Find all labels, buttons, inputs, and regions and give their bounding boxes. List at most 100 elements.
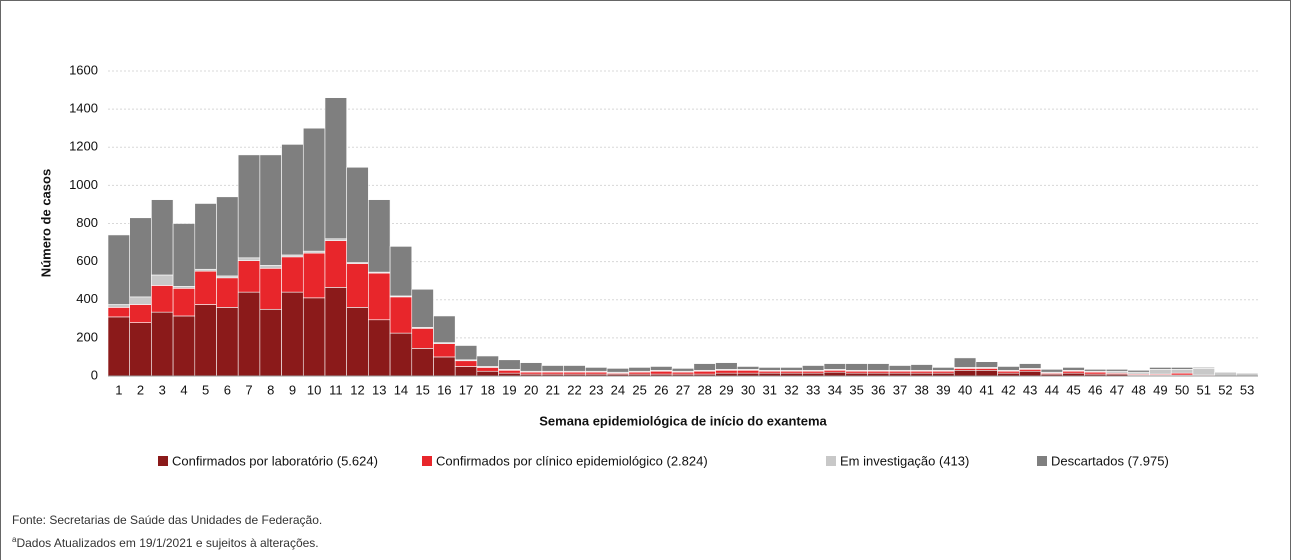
x-tick-label: 6 — [224, 382, 231, 397]
bar-segment — [129, 296, 152, 305]
y-tick-label: 1200 — [69, 139, 98, 154]
bar-segment — [346, 166, 369, 263]
bar-segment — [1105, 369, 1129, 372]
bar-segment — [151, 285, 174, 313]
y-tick-label: 1400 — [69, 101, 98, 116]
x-tick-label: 26 — [654, 382, 668, 397]
bar-segment — [1149, 367, 1172, 370]
x-tick-label: 25 — [632, 382, 646, 397]
bar-segment — [1084, 369, 1107, 372]
legend-label: Em investigação (413) — [840, 453, 969, 468]
y-tick-label: 1000 — [69, 177, 98, 192]
legend-label: Descartados (7.975) — [1051, 453, 1169, 468]
bar-segment — [194, 304, 217, 377]
x-tick-label: 44 — [1045, 382, 1059, 397]
x-tick-label: 16 — [437, 382, 451, 397]
bar-segment — [650, 366, 673, 371]
bar-segment — [997, 366, 1020, 371]
bar-segment — [368, 272, 391, 321]
bar-segment — [411, 288, 434, 328]
bar-segment — [237, 257, 261, 261]
source-note: Fonte: Secretarias de Saúde das Unidades… — [12, 513, 322, 527]
bar-segment — [715, 362, 738, 370]
y-tick-label: 400 — [76, 291, 98, 306]
bar-segment — [975, 361, 998, 368]
bar-segment — [693, 370, 716, 375]
x-tick-label: 36 — [871, 382, 885, 397]
bar-segment — [1019, 363, 1042, 369]
x-tick-label: 2 — [137, 382, 144, 397]
x-tick-label: 40 — [958, 382, 972, 397]
bar-segment — [1214, 371, 1237, 377]
bar-segment — [259, 265, 282, 269]
x-tick-label: 34 — [828, 382, 842, 397]
bar-segment — [476, 370, 499, 377]
x-tick-label: 39 — [936, 382, 950, 397]
bar-segment — [281, 144, 304, 256]
x-tick-label: 42 — [1001, 382, 1015, 397]
x-tick-label: 35 — [849, 382, 863, 397]
x-tick-label: 45 — [1066, 382, 1080, 397]
bar-segment — [823, 371, 847, 377]
bar-segment — [671, 368, 695, 372]
x-tick-label: 12 — [350, 382, 364, 397]
x-axis-label: Semana epidemiológica de início do exant… — [539, 413, 827, 428]
bar-segment — [368, 199, 391, 273]
x-tick-label: 41 — [980, 382, 994, 397]
bar-segment — [411, 348, 434, 377]
x-tick-label: 20 — [524, 382, 538, 397]
bar-segment — [172, 315, 196, 377]
bar-segment — [1149, 369, 1172, 375]
x-tick-label: 5 — [202, 382, 209, 397]
bar-segment — [194, 203, 217, 270]
bar-segment — [476, 355, 499, 367]
legend-label: Confirmados por clínico epidemiológico (… — [436, 453, 708, 468]
y-tick-label: 1600 — [69, 62, 98, 77]
bar-segment — [389, 246, 413, 297]
bar-segment — [498, 369, 521, 374]
legend-swatch — [826, 456, 836, 466]
bar-segment — [715, 369, 738, 374]
bar-segment — [216, 277, 239, 308]
bar-segment — [324, 287, 347, 377]
x-tick-label: 10 — [307, 382, 321, 397]
bar-segment — [758, 367, 781, 371]
x-tick-label: 7 — [245, 382, 252, 397]
legend-swatch — [1037, 456, 1047, 466]
y-tick-label: 800 — [76, 215, 98, 230]
x-tick-label: 3 — [159, 382, 166, 397]
bar-segment — [302, 127, 326, 252]
bar-segment — [563, 365, 586, 372]
x-tick-label: 19 — [502, 382, 516, 397]
bar-segment — [953, 369, 977, 377]
bar-segment — [1170, 367, 1194, 370]
bar-segment — [1062, 367, 1085, 371]
x-tick-label: 48 — [1131, 382, 1145, 397]
x-tick-label: 21 — [546, 382, 560, 397]
bar-segment — [281, 256, 304, 293]
x-tick-label: 18 — [480, 382, 494, 397]
bar-segment — [411, 328, 434, 349]
x-tick-label: 8 — [267, 382, 274, 397]
legend-swatch — [158, 456, 168, 466]
bar-segment — [237, 260, 261, 293]
bar-segment — [780, 367, 803, 371]
bar-segment — [888, 365, 912, 371]
bar-segment — [151, 311, 174, 377]
bar-segment — [216, 196, 239, 277]
bar-segment — [650, 370, 673, 375]
bar-segment — [129, 322, 152, 377]
x-tick-label: 49 — [1153, 382, 1167, 397]
x-tick-label: 50 — [1175, 382, 1189, 397]
bar-segment — [476, 367, 499, 372]
bar-segment — [1019, 370, 1042, 377]
bar-segment — [1192, 367, 1215, 369]
x-tick-label: 27 — [676, 382, 690, 397]
x-tick-label: 31 — [763, 382, 777, 397]
bar-segment — [585, 367, 608, 372]
bar-segment — [1192, 368, 1215, 376]
bar-segment — [953, 357, 977, 368]
bar-segment — [1127, 369, 1150, 373]
bar-segment — [216, 307, 239, 377]
